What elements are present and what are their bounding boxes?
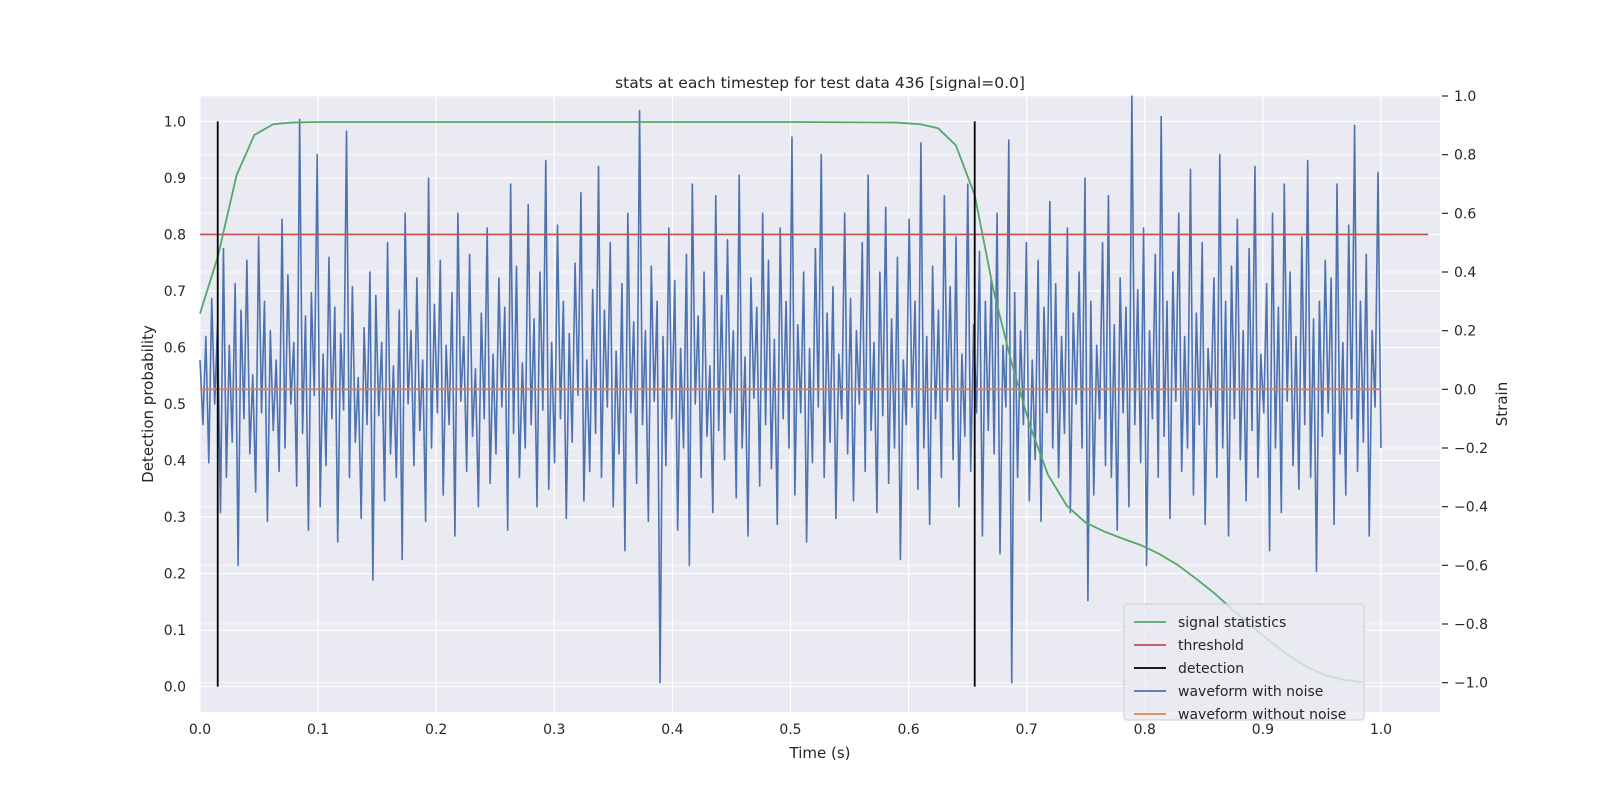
y2-tick-label: 0.4: [1454, 265, 1476, 281]
x-tick-label: 0.5: [779, 722, 801, 738]
legend-label: signal statistics: [1178, 615, 1286, 631]
y2-tick-label: −0.4: [1454, 500, 1488, 516]
y-tick-label: 0.0: [164, 680, 186, 696]
legend-label: threshold: [1178, 638, 1244, 654]
y-tick-label: 0.6: [164, 340, 186, 356]
y-axis-label: Detection probability: [139, 325, 157, 483]
x-tick-label: 0.4: [661, 722, 683, 738]
y2-tick-label: 0.6: [1454, 206, 1476, 222]
series-waveform-with-noise: [199, 95, 1382, 684]
x-tick-labels: 0.0 0.1 0.2 0.3 0.4 0.5 0.6 0.7 0.8 0.9 1.0: [189, 722, 1392, 738]
series-layer: [199, 95, 1429, 687]
legend: signal statistics threshold detection wavef…: [1123, 603, 1365, 723]
y-tick-label: 0.3: [164, 510, 186, 526]
legend-label: detection: [1178, 661, 1244, 677]
y2-tick-label: 0.0: [1454, 382, 1476, 398]
x-tick-label: 0.9: [1252, 722, 1274, 738]
y2-tick-label: 0.8: [1454, 148, 1476, 164]
legend-box: [1123, 603, 1365, 721]
y2-tick-label: 0.2: [1454, 324, 1476, 340]
x-axis-label: Time (s): [789, 744, 851, 762]
y-tick-labels: 0.0 0.1 0.2 0.3 0.4 0.5 0.6 0.7 0.8 0.9 1.0: [164, 114, 186, 695]
y2-tick-label: −0.6: [1454, 558, 1488, 574]
y2-tick-label: −1.0: [1454, 676, 1488, 692]
y-tick-label: 0.2: [164, 567, 186, 583]
x-tick-label: 0.8: [1134, 722, 1156, 738]
y-tick-label: 0.8: [164, 227, 186, 243]
x-tick-label: 0.0: [189, 722, 211, 738]
y2-tick-label: −0.8: [1454, 617, 1488, 633]
x-tick-label: 0.6: [897, 722, 919, 738]
y2-axis-label: Strain: [1493, 382, 1511, 426]
legend-label: waveform without noise: [1178, 707, 1346, 723]
x-tick-label: 0.7: [1016, 722, 1038, 738]
chart-title: stats at each timestep for test data 436…: [615, 74, 1025, 92]
x-tick-label: 0.1: [307, 722, 329, 738]
y-tick-label: 1.0: [164, 114, 186, 130]
x-tick-label: 0.2: [425, 722, 447, 738]
x-tick-label: 0.3: [543, 722, 565, 738]
y-tick-label: 0.7: [164, 284, 186, 300]
y2-tick-labels: −1.0 −0.8 −0.6 −0.4 −0.2 0.0 0.2 0.4 0.6 0.8 1.0: [1442, 89, 1488, 692]
y-tick-label: 0.5: [164, 397, 186, 413]
legend-label: waveform with noise: [1178, 684, 1323, 700]
y2-tick-label: −0.2: [1454, 441, 1488, 457]
y-tick-label: 0.1: [164, 623, 186, 639]
x-tick-label: 1.0: [1370, 722, 1392, 738]
y-tick-label: 0.9: [164, 171, 186, 187]
y-tick-label: 0.4: [164, 454, 186, 470]
y2-tick-label: 1.0: [1454, 89, 1476, 105]
